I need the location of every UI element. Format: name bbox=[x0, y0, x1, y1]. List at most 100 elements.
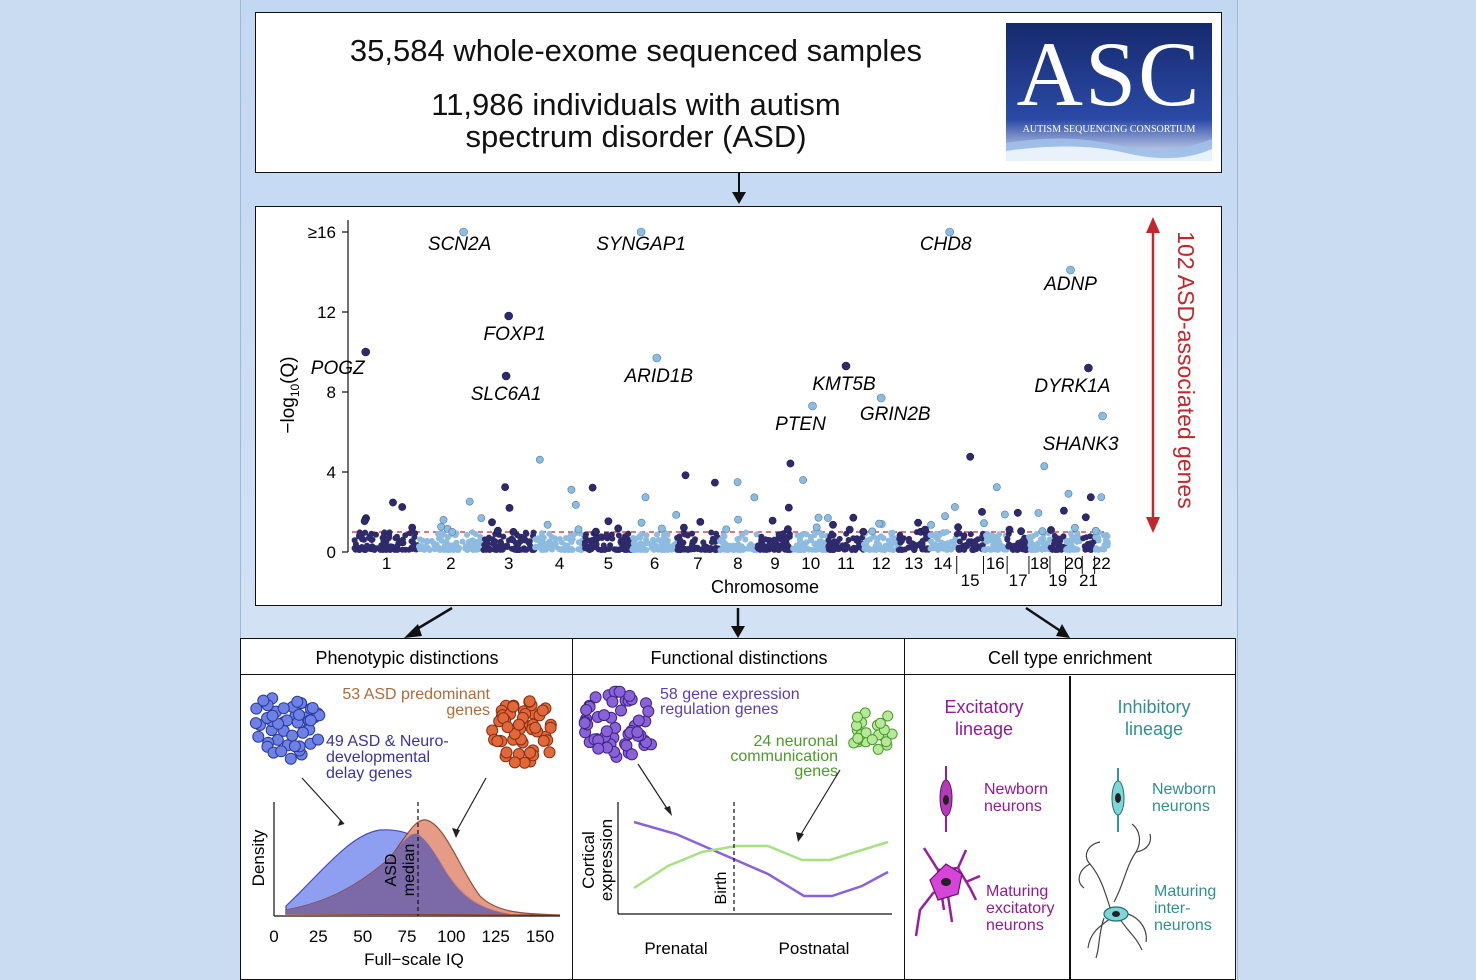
y-tick-label: ≥16 bbox=[308, 223, 336, 242]
cluster-gene-dot bbox=[852, 732, 864, 744]
snp-point bbox=[1029, 533, 1036, 540]
snp-point bbox=[797, 538, 804, 545]
gene-label: ADNP bbox=[1043, 274, 1097, 295]
snp-point bbox=[919, 542, 926, 549]
snp-point bbox=[417, 536, 424, 543]
gene-point bbox=[1017, 527, 1025, 536]
gene-point bbox=[980, 519, 988, 528]
side-label-asd-genes: 102 ASD-associated genes bbox=[1173, 231, 1199, 508]
celltype-figure: Excitatory lineage Inhibitory lineage Ne… bbox=[914, 697, 1216, 959]
prenatal-label: Prenatal bbox=[644, 939, 707, 958]
snp-point bbox=[785, 533, 792, 540]
asc-logo-subtitle: AUTISM SEQUENCING CONSORTIUM bbox=[1022, 124, 1196, 135]
chromosome-tick-label: 17 bbox=[1009, 571, 1028, 590]
green-label-a: 24 neuronal bbox=[753, 733, 838, 750]
snp-point bbox=[890, 534, 897, 541]
snp-point bbox=[541, 540, 547, 547]
snp-point bbox=[625, 530, 632, 537]
gene-point bbox=[465, 497, 474, 506]
snp-point bbox=[523, 530, 530, 537]
snp-point bbox=[853, 537, 860, 544]
gene-point bbox=[604, 517, 613, 526]
gene-point bbox=[845, 525, 854, 534]
snp-point bbox=[834, 546, 841, 552]
cluster-gene-dot bbox=[625, 748, 638, 761]
gene-point bbox=[1034, 509, 1043, 517]
phenotypic-figure: 53 ASD predominant genes 49 ASD & Neuro-… bbox=[249, 686, 561, 969]
gene-point bbox=[439, 515, 448, 524]
cluster-gene-dot bbox=[580, 704, 593, 716]
newborn-inhibitory-neuron-icon bbox=[1111, 768, 1125, 832]
labeled-gene-point bbox=[504, 311, 513, 321]
gene-point bbox=[493, 526, 502, 535]
header-line-samples: 35,584 whole-exome sequenced samples bbox=[349, 33, 923, 68]
gene-point bbox=[799, 476, 807, 484]
labeled-gene-point bbox=[1066, 265, 1075, 275]
snp-point bbox=[956, 530, 963, 537]
gene-point bbox=[637, 518, 646, 527]
snp-point bbox=[353, 544, 360, 551]
snp-point bbox=[1051, 537, 1058, 544]
snp-point bbox=[464, 531, 470, 538]
snp-point bbox=[558, 539, 565, 546]
snp-point bbox=[473, 539, 480, 545]
snp-point bbox=[381, 529, 388, 536]
snp-point bbox=[422, 543, 429, 550]
snp-point bbox=[660, 535, 667, 542]
cluster-gene-dot bbox=[536, 704, 549, 717]
snp-point bbox=[768, 544, 775, 551]
iq-xlabel: Full−scale IQ bbox=[364, 950, 464, 969]
snp-point bbox=[949, 538, 956, 545]
snp-point bbox=[725, 546, 732, 553]
gene-point bbox=[978, 507, 986, 516]
y-tick-label: 12 bbox=[317, 303, 336, 322]
purple-label-b: regulation genes bbox=[660, 701, 778, 718]
gene-label: SLC6A1 bbox=[471, 384, 542, 405]
mat-ex-a: Maturing bbox=[986, 883, 1048, 900]
labeled-gene-point bbox=[1084, 363, 1093, 373]
snp-point bbox=[1042, 541, 1048, 548]
newborn-ex-b: neurons bbox=[984, 798, 1042, 815]
snp-point bbox=[922, 546, 929, 553]
snp-point bbox=[408, 538, 415, 545]
snp-point bbox=[764, 536, 771, 543]
snp-point bbox=[734, 536, 741, 543]
cluster-gene-dot bbox=[250, 702, 263, 715]
gene-point bbox=[501, 483, 509, 491]
gene-point bbox=[722, 525, 731, 534]
celltype-title-box: Cell type enrichment bbox=[904, 638, 1236, 676]
cluster-gene-dot bbox=[304, 714, 317, 727]
snp-point bbox=[609, 535, 616, 542]
chromosome-tick-label: 1 bbox=[382, 554, 391, 573]
snp-point bbox=[582, 534, 589, 541]
y-tick-label: 0 bbox=[327, 543, 336, 562]
phenotypic-title: Phenotypic distinctions bbox=[315, 648, 499, 668]
snp-point bbox=[485, 545, 492, 552]
snp-point bbox=[809, 546, 816, 553]
iq-tick-label: 75 bbox=[398, 927, 417, 946]
snp-point bbox=[1068, 542, 1075, 549]
snp-point bbox=[588, 544, 595, 551]
snp-point bbox=[490, 540, 497, 547]
chromosome-tick-label: 2 bbox=[446, 554, 455, 573]
snp-point bbox=[661, 547, 668, 553]
snp-point bbox=[551, 535, 558, 542]
gene-point bbox=[408, 523, 417, 532]
snp-point bbox=[1001, 546, 1008, 553]
cluster-gene-dot bbox=[284, 752, 297, 765]
snp-point bbox=[836, 535, 843, 542]
y-tick-label: 8 bbox=[327, 383, 336, 402]
snp-point bbox=[599, 535, 605, 541]
snp-point bbox=[648, 544, 655, 551]
gene-label: SHANK3 bbox=[1043, 434, 1119, 455]
snp-point bbox=[888, 541, 895, 548]
snp-point bbox=[707, 545, 714, 551]
gene-point bbox=[812, 523, 821, 532]
gene-point bbox=[914, 518, 922, 527]
snp-point bbox=[981, 547, 988, 553]
cluster-gene-dot bbox=[544, 721, 557, 734]
newborn-excitatory-neuron-icon bbox=[939, 766, 953, 832]
snp-point bbox=[605, 546, 612, 552]
gene-label: PTEN bbox=[775, 414, 826, 435]
gene-point bbox=[1097, 493, 1106, 501]
